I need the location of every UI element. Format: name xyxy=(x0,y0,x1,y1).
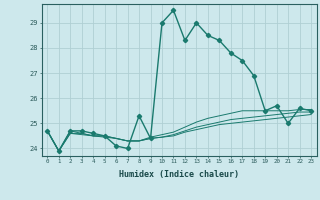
X-axis label: Humidex (Indice chaleur): Humidex (Indice chaleur) xyxy=(119,170,239,179)
